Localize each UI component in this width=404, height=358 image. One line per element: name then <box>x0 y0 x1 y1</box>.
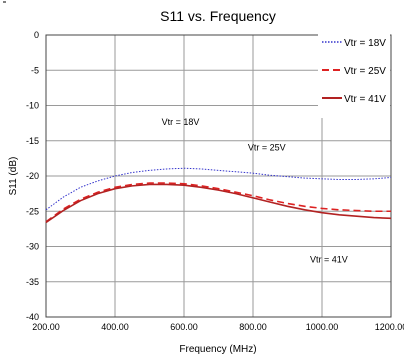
y-tick-label: -5 <box>31 65 39 75</box>
x-tick-label: 1000.00 <box>306 322 339 332</box>
series-line-1 <box>45 167 392 211</box>
annotations: Vtr = 18V Vtr = 25V Vtr = 41V <box>162 117 348 264</box>
y-tick-label: -15 <box>26 136 39 146</box>
y-tick-label: -10 <box>26 101 39 111</box>
x-axis-label: Frequency (MHz) <box>179 344 256 355</box>
chart-title: S11 vs. Frequency <box>160 8 276 24</box>
legend-label-1: Vtr = 18V <box>344 38 386 49</box>
annotation-1: Vtr = 18V <box>162 117 200 127</box>
legend-label-3: Vtr = 41V <box>344 94 386 105</box>
y-axis-label: S11 (dB) <box>8 157 19 196</box>
legend: Vtr = 18V Vtr = 25V Vtr = 41V <box>318 32 390 118</box>
y-tick-label: 0 <box>34 30 39 40</box>
x-tick-label: 200.00 <box>32 322 60 332</box>
y-tick-label: -25 <box>26 206 39 216</box>
x-tick-label: 600.00 <box>170 322 198 332</box>
axis-ticks: 200.00 400.00 600.00 800.00 1000.00 1200.00 0 -… <box>26 30 404 332</box>
x-tick-label: 800.00 <box>239 322 267 332</box>
series-lines <box>45 167 392 224</box>
series-line-3 <box>45 183 392 224</box>
series-line-2 <box>45 182 391 223</box>
y-tick-label: -20 <box>26 171 39 181</box>
legend-box <box>318 32 390 118</box>
annotation-2: Vtr = 25V <box>248 143 286 153</box>
y-tick-label: -40 <box>26 312 39 322</box>
x-tick-label: 400.00 <box>101 322 129 332</box>
plot-frame <box>45 34 392 318</box>
legend-label-2: Vtr = 25V <box>344 66 386 77</box>
x-tick-label: 1200.00 <box>375 322 404 332</box>
annotation-3: Vtr = 41V <box>310 255 348 265</box>
y-tick-label: -30 <box>26 242 39 252</box>
y-tick-label: -35 <box>26 277 39 287</box>
